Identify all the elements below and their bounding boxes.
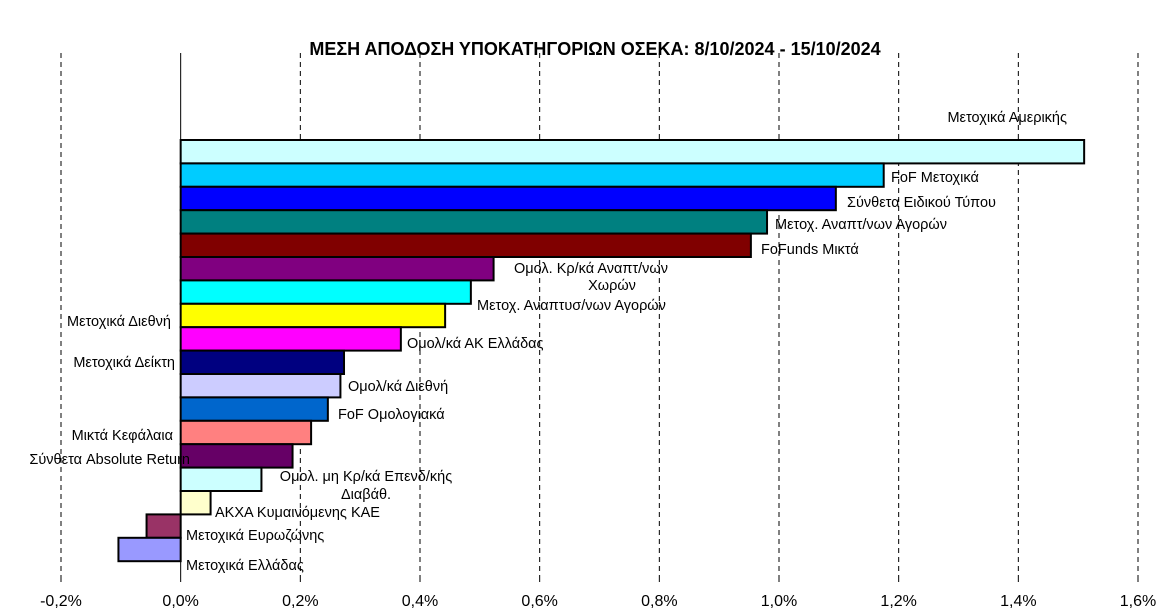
bar-label: Σύνθετα Absolute Return xyxy=(29,452,190,468)
bar xyxy=(117,536,182,563)
x-tick-label: 0,4% xyxy=(402,593,438,610)
chart-title: ΜΕΣΗ ΑΠΟΔΟΣΗ ΥΠΟΚΑΤΗΓΟΡΙΩΝ ΟΣΕΚΑ: 8/10/2… xyxy=(309,39,880,59)
bar xyxy=(179,443,294,469)
bar-label: FoF Ομολογιακά xyxy=(338,407,445,423)
bar-label: Μετοχικά Αμερικής xyxy=(947,110,1067,126)
x-tick-label: 1,4% xyxy=(1000,593,1036,610)
x-tick-label: 0,6% xyxy=(521,593,557,610)
bar-label: Σύνθετα Ειδικού Τύπου xyxy=(847,195,996,211)
bar xyxy=(179,349,346,376)
bar-label: Μετοχικά Ελλάδας xyxy=(186,558,304,574)
bar-label-line2: Χωρών xyxy=(588,278,636,294)
bar-label: Ομολ. Κρ/κά Αναπτ/νων xyxy=(514,261,668,277)
bar xyxy=(179,302,447,329)
bar-label: FoFunds Μικτά xyxy=(761,242,859,258)
x-tick-label: 0,2% xyxy=(282,593,318,610)
bar xyxy=(179,162,885,188)
x-axis-ticks: -0,2% 0,0% 0,2% 0,4% 0,6% 0,8% 1,0% 1,2% 1,4% 1,6… xyxy=(40,578,1156,610)
bar-label: FoF Μετοχικά xyxy=(891,170,979,186)
bar xyxy=(179,185,837,212)
bar xyxy=(179,209,769,235)
bar-label: Ομολ. μη Κρ/κά Επενδ/κής xyxy=(280,469,452,485)
x-tick-label: -0,2% xyxy=(40,593,82,610)
bar xyxy=(179,232,752,259)
bar xyxy=(179,466,263,493)
x-tick-label: 0,8% xyxy=(641,593,677,610)
bar xyxy=(179,490,212,516)
bar-label: Μετοχ. Αναπτ/νων Αγορών xyxy=(775,217,947,233)
bar-label: Μετοχ. Αναπτυσ/νων Αγορών xyxy=(477,298,666,314)
bar-label: Ομολ/κά ΑΚ Ελλάδας xyxy=(407,336,544,352)
x-tick-label: 1,0% xyxy=(761,593,797,610)
bar xyxy=(179,396,329,422)
bar-label: ΑΚΧΑ Κυμαινόμενης ΚΑΕ xyxy=(215,505,380,521)
bar xyxy=(179,373,342,399)
bar-label: Μικτά Κεφάλαια xyxy=(72,428,173,444)
bar-label: Ομολ/κά Διεθνή xyxy=(348,379,448,395)
bar xyxy=(179,419,313,446)
bar-label: Μετοχικά Ευρωζώνης xyxy=(186,528,324,544)
bar xyxy=(179,139,1086,165)
bar-label-line2: Διαβάθ. xyxy=(341,487,391,503)
x-tick-label: 1,6% xyxy=(1120,593,1156,610)
category-labels: Μετοχικά Αμερικής FoF Μετοχικά Σύνθετα Ειδ… xyxy=(29,110,1067,574)
x-tick-label: 0,0% xyxy=(162,593,198,610)
bar xyxy=(179,256,495,282)
bar-label: Μετοχικά Διεθνή xyxy=(67,314,171,330)
bar xyxy=(179,326,402,352)
bar-label: Μετοχικά Δείκτη xyxy=(73,355,175,371)
bars xyxy=(117,139,1086,563)
x-tick-label: 1,2% xyxy=(880,593,916,610)
bar xyxy=(179,279,472,305)
bar xyxy=(145,513,182,539)
